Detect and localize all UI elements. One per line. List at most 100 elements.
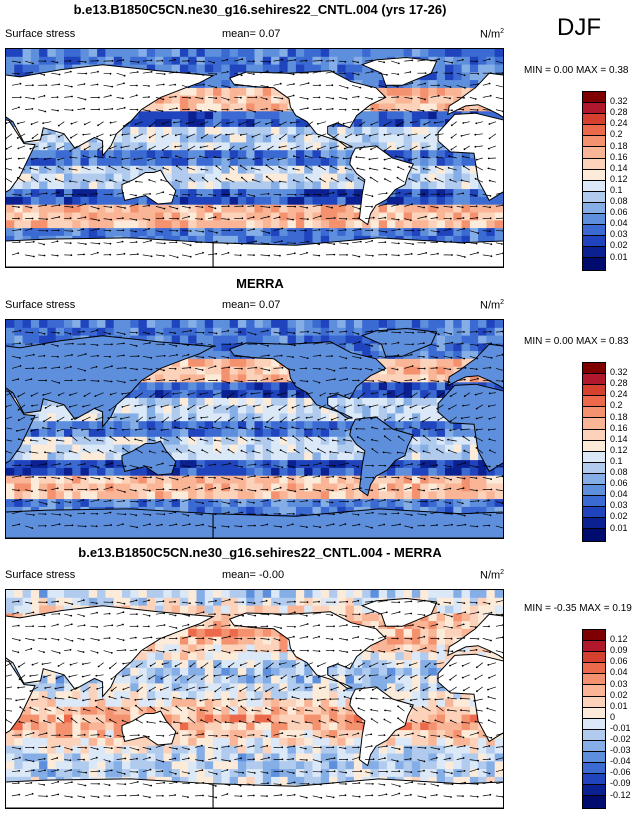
wind-arrow-head [266, 70, 269, 73]
wind-arrow [456, 343, 463, 345]
field-cell [445, 158, 454, 167]
wind-arrow-head [412, 243, 414, 246]
wind-arrow [365, 343, 373, 347]
field-cell [254, 374, 264, 383]
field-cell [213, 452, 222, 461]
field-cell [453, 150, 463, 159]
wind-arrow-head [45, 84, 48, 86]
field-cell [80, 413, 90, 422]
wind-arrow-head [239, 147, 242, 150]
field-cell [237, 335, 247, 344]
wind-arrow-head [409, 71, 412, 73]
wind-arrow-head [462, 217, 465, 219]
field-cell [246, 358, 256, 368]
field-cell [130, 390, 140, 399]
wind-arrow-head [462, 165, 465, 168]
field-cell [221, 382, 231, 391]
field-cell [461, 327, 471, 337]
field-cell [204, 436, 214, 446]
wind-arrow-head [433, 121, 436, 124]
field-cell [295, 320, 305, 329]
wind-arrow [273, 331, 280, 334]
wind-arrow-head [384, 149, 386, 152]
wind-arrow [103, 84, 113, 87]
wind-arrow [142, 71, 152, 74]
field-cell [387, 150, 396, 159]
wind-arrow [149, 145, 157, 150]
field-cell [436, 351, 446, 360]
wind-arrow-head [436, 156, 438, 159]
field-cell [97, 204, 106, 214]
panel-1-units-text: N/m [480, 28, 501, 41]
wind-arrow-head [394, 155, 397, 158]
wind-arrow-head [110, 218, 112, 221]
wind-arrow-head [44, 60, 47, 62]
field-cell [30, 220, 40, 229]
wind-arrow [110, 121, 117, 124]
field-cell [163, 421, 173, 430]
wind-arrow-head [186, 166, 189, 169]
field-cell [287, 158, 297, 167]
field-cell [47, 405, 57, 414]
field-cell [179, 382, 189, 391]
field-cell [138, 436, 148, 446]
field-cell [213, 235, 222, 245]
field-cell [312, 483, 322, 492]
wind-arrow-head [435, 71, 438, 74]
wind-arrow-head [175, 155, 177, 157]
wind-arrow [195, 193, 202, 196]
field-cell [478, 374, 487, 383]
wind-arrow-head [253, 228, 255, 231]
field-cell [122, 499, 131, 508]
field-cell [436, 103, 446, 112]
field-cell [411, 119, 421, 128]
field-cell [362, 397, 372, 407]
field-cell [411, 358, 421, 368]
wind-arrow-head [43, 332, 46, 335]
field-cell [213, 327, 222, 337]
field-cell [30, 228, 40, 237]
wind-arrow [96, 180, 104, 183]
wind-arrow [208, 109, 216, 112]
wind-arrow-head [490, 342, 493, 345]
field-cell [130, 327, 140, 337]
wind-arrow-head [123, 333, 126, 336]
field-cell [428, 204, 438, 214]
wind-arrow-head [266, 135, 268, 138]
wind-arrow [155, 331, 163, 334]
field-cell [237, 212, 247, 221]
field-cell [130, 467, 140, 477]
wind-arrow [11, 229, 21, 232]
field-cell [329, 126, 338, 136]
wind-arrow-head [240, 96, 242, 99]
field-cell [362, 220, 372, 229]
field-cell [229, 483, 239, 492]
field-cell [387, 228, 396, 237]
field-cell [171, 421, 181, 430]
field-cell [271, 64, 280, 73]
field-cell [461, 343, 471, 352]
wind-arrow-head [110, 206, 113, 209]
wind-arrow [116, 355, 124, 357]
wind-arrow-head [136, 71, 139, 73]
field-cell [262, 390, 272, 399]
wind-arrow-head [318, 332, 321, 335]
field-cell [146, 228, 156, 237]
field-cell [196, 49, 206, 58]
field-cell [395, 49, 405, 58]
wind-arrow [155, 206, 165, 209]
field-cell [146, 374, 156, 383]
field-cell [122, 220, 131, 229]
wind-arrow-head [19, 194, 22, 197]
field-cell [337, 235, 347, 245]
field-cell [378, 212, 388, 221]
land-mass [228, 341, 387, 419]
wind-arrow-head [162, 191, 165, 194]
field-cell [370, 397, 380, 407]
field-cell [279, 390, 289, 399]
wind-arrow [299, 60, 307, 62]
wind-arrow-head [463, 97, 465, 99]
field-cell [188, 158, 198, 167]
wind-arrow [189, 178, 196, 183]
wind-arrow-head [422, 228, 425, 231]
